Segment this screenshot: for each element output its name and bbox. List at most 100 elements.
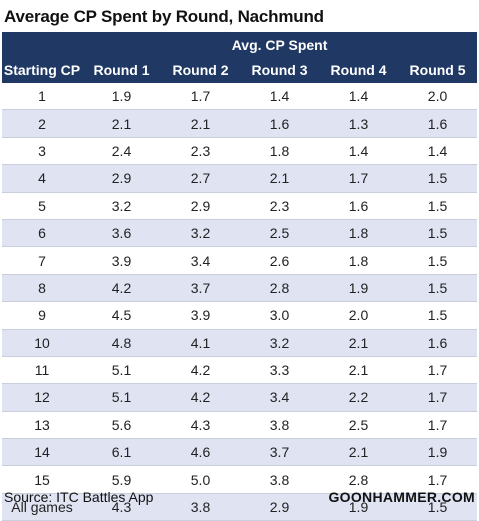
cell-starting-cp: 15 xyxy=(2,465,82,494)
cell-round-4: 1.4 xyxy=(319,137,398,166)
cell-round-5: 1.5 xyxy=(398,274,478,303)
table-body: 1 1.9 1.7 1.4 1.4 2.0 2 2.1 2.1 1.6 1.3 1.6 3 2.4 2.3 1… xyxy=(2,83,478,521)
cell-round-2: 3.4 xyxy=(161,246,240,275)
cell-round-3: 2.5 xyxy=(240,219,319,248)
cell-round-2: 2.9 xyxy=(161,192,240,220)
cell-starting-cp: 2 xyxy=(2,109,82,138)
cell-starting-cp: 14 xyxy=(2,438,82,467)
table-row: 8 4.2 3.7 2.8 1.9 1.5 xyxy=(2,274,478,303)
table-row: 5 3.2 2.9 2.3 1.6 1.5 xyxy=(2,192,478,220)
cell-round-4: 2.2 xyxy=(319,383,398,412)
cell-round-1: 5.6 xyxy=(82,411,161,440)
cell-round-5: 1.7 xyxy=(398,383,478,412)
column-header-round-4: Round 4 xyxy=(319,57,398,83)
cell-round-1: 5.1 xyxy=(82,356,161,385)
cell-round-4: 1.6 xyxy=(319,192,398,220)
cell-round-4: 1.3 xyxy=(319,109,398,138)
column-header-round-2: Round 2 xyxy=(161,57,240,83)
cell-starting-cp: 12 xyxy=(2,383,82,412)
cell-round-5: 1.5 xyxy=(398,219,478,248)
table-row: 3 2.4 2.3 1.8 1.4 1.4 xyxy=(2,137,478,166)
data-table: Avg. CP Spent Starting CP Round 1 Round … xyxy=(2,32,478,521)
cell-round-2: 3.9 xyxy=(161,301,240,330)
cell-round-5: 1.9 xyxy=(398,438,478,467)
cell-round-4: 1.9 xyxy=(319,274,398,303)
column-header-round-1: Round 1 xyxy=(82,57,161,83)
cell-round-5: 1.7 xyxy=(398,411,478,440)
cell-round-2: 4.6 xyxy=(161,438,240,467)
cell-round-4: 1.8 xyxy=(319,246,398,275)
table-row: 12 5.1 4.2 3.4 2.2 1.7 xyxy=(2,383,478,412)
cell-round-2: 2.1 xyxy=(161,109,240,138)
cell-round-2: 3.2 xyxy=(161,219,240,248)
table-row: 1 1.9 1.7 1.4 1.4 2.0 xyxy=(2,83,478,111)
cell-round-1: 4.2 xyxy=(82,274,161,303)
cell-round-5: 1.6 xyxy=(398,109,478,138)
source-note: Source: ITC Battles App xyxy=(4,489,154,505)
cell-round-3: 3.3 xyxy=(240,356,319,385)
cell-round-3: 3.8 xyxy=(240,465,319,494)
table-row: 13 5.6 4.3 3.8 2.5 1.7 xyxy=(2,411,478,440)
cell-round-3: 3.0 xyxy=(240,301,319,330)
cell-round-4: 1.7 xyxy=(319,164,398,193)
cell-round-3: 2.6 xyxy=(240,246,319,275)
cell-round-4: 2.8 xyxy=(319,465,398,494)
table-row: 9 4.5 3.9 3.0 2.0 1.5 xyxy=(2,301,478,330)
cell-round-4: 2.1 xyxy=(319,329,398,357)
column-group-label: Avg. CP Spent xyxy=(82,32,478,57)
table-row: 6 3.6 3.2 2.5 1.8 1.5 xyxy=(2,219,478,248)
cell-round-1: 3.6 xyxy=(82,219,161,248)
cell-round-4: 2.0 xyxy=(319,301,398,330)
cell-starting-cp: 10 xyxy=(2,329,82,357)
cell-round-1: 5.1 xyxy=(82,383,161,412)
cell-round-5: 1.5 xyxy=(398,192,478,220)
cell-round-1: 3.2 xyxy=(82,192,161,220)
cell-round-1: 2.1 xyxy=(82,109,161,138)
cell-round-3: 3.4 xyxy=(240,383,319,412)
column-header-round-5: Round 5 xyxy=(398,57,478,83)
cell-round-5: 2.0 xyxy=(398,83,478,111)
table-row: 7 3.9 3.4 2.6 1.8 1.5 xyxy=(2,246,478,275)
cell-round-3: 3.2 xyxy=(240,329,319,357)
cell-round-2: 5.0 xyxy=(161,465,240,494)
cell-round-1: 2.4 xyxy=(82,137,161,166)
cell-starting-cp: 4 xyxy=(2,164,82,193)
cell-round-2: 4.2 xyxy=(161,383,240,412)
cell-round-2: 4.2 xyxy=(161,356,240,385)
table-row: 4 2.9 2.7 2.1 1.7 1.5 xyxy=(2,164,478,193)
cell-round-2: 3.7 xyxy=(161,274,240,303)
cell-round-3: 2.3 xyxy=(240,192,319,220)
cell-starting-cp: 1 xyxy=(2,83,82,111)
header-spacer xyxy=(2,32,82,57)
header-columns-row: Starting CP Round 1 Round 2 Round 3 Roun… xyxy=(2,57,478,83)
cell-starting-cp: 11 xyxy=(2,356,82,385)
cell-round-3: 1.8 xyxy=(240,137,319,166)
chart-footer: Source: ITC Battles App GOONHAMMER.COM xyxy=(2,487,475,507)
cell-round-2: 4.3 xyxy=(161,411,240,440)
table-header: Avg. CP Spent Starting CP Round 1 Round … xyxy=(2,32,478,83)
data-table-container: Avg. CP Spent Starting CP Round 1 Round … xyxy=(2,32,478,521)
header-group-row: Avg. CP Spent xyxy=(2,32,478,57)
cell-round-3: 3.8 xyxy=(240,411,319,440)
cell-starting-cp: 9 xyxy=(2,301,82,330)
cell-round-1: 4.8 xyxy=(82,329,161,357)
table-row: 10 4.8 4.1 3.2 2.1 1.6 xyxy=(2,329,478,357)
cell-round-5: 1.4 xyxy=(398,137,478,166)
column-header-starting-cp: Starting CP xyxy=(2,57,82,83)
cell-round-2: 2.3 xyxy=(161,137,240,166)
cell-starting-cp: 3 xyxy=(2,137,82,166)
table-row: 14 6.1 4.6 3.7 2.1 1.9 xyxy=(2,438,478,467)
cell-round-1: 4.5 xyxy=(82,301,161,330)
column-header-round-3: Round 3 xyxy=(240,57,319,83)
cell-round-4: 2.1 xyxy=(319,438,398,467)
cell-round-4: 1.8 xyxy=(319,219,398,248)
cell-round-3: 1.4 xyxy=(240,83,319,111)
table-row: 15 5.9 5.0 3.8 2.8 1.7 xyxy=(2,465,478,494)
chart-figure: Average CP Spent by Round, Nachmund Avg.… xyxy=(2,7,478,521)
cell-round-3: 3.7 xyxy=(240,438,319,467)
chart-title: Average CP Spent by Round, Nachmund xyxy=(4,7,324,26)
brand-label: GOONHAMMER.COM xyxy=(328,489,475,505)
cell-round-1: 2.9 xyxy=(82,164,161,193)
cell-round-2: 4.1 xyxy=(161,329,240,357)
table-row: 11 5.1 4.2 3.3 2.1 1.7 xyxy=(2,356,478,385)
